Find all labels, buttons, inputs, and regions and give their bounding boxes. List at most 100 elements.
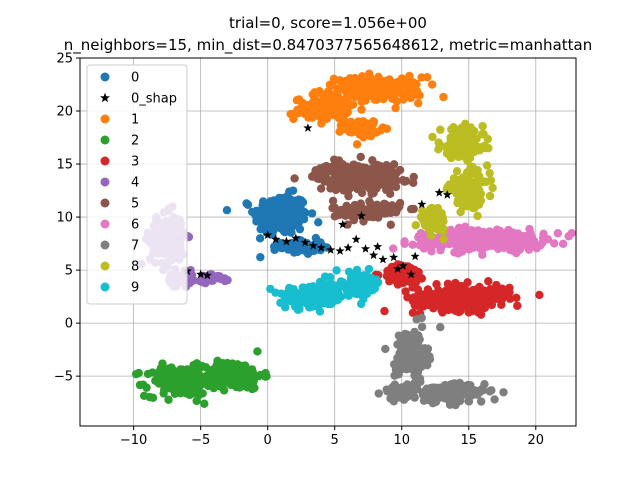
series-7 [374,313,508,410]
scatter-point [512,248,521,258]
legend-label: 5 [131,197,139,212]
scatter-point [490,395,499,404]
scatter-point [410,327,419,337]
scatter-point [384,203,393,213]
scatter-point [176,376,185,385]
scatter-point [463,278,472,287]
scatter-point [387,167,397,176]
legend-label: 3 [131,155,139,170]
scatter-point [228,359,237,368]
scatter-point [492,225,502,234]
scatter-point [331,185,341,195]
scatter-point [543,235,553,244]
scatter-star-point [356,211,367,220]
scatter-point [454,182,463,192]
series-8 [411,119,497,244]
scatter-point [403,87,412,96]
y-tick-label: 5 [65,264,73,279]
scatter-point [143,369,153,379]
scatter-point [478,250,487,259]
scatter-point [468,162,477,172]
legend-item: 2 [100,134,139,149]
scatter-point [317,96,327,105]
scatter-point [478,121,487,131]
scatter-point [488,183,497,193]
scatter-point [337,282,346,291]
legend-item: 3 [100,155,139,170]
scatter-point [210,365,219,374]
scatter-point [314,170,324,179]
scatter-point [401,287,410,296]
scatter-point [411,221,420,230]
scatter-point [318,296,328,306]
scatter-point [138,380,148,389]
scatter-point [399,95,408,104]
scatter-point [474,200,484,209]
scatter-point [364,170,373,179]
scatter-point [340,123,350,132]
scatter-point [365,196,374,206]
scatter-point [434,138,443,147]
scatter-point [416,377,425,386]
y-tick-label: 10 [56,211,73,226]
scatter-point [409,357,418,367]
y-tick-label: 20 [56,105,73,120]
scatter-point [535,290,544,300]
scatter-point [336,106,345,116]
legend-box [86,64,188,305]
scatter-point [456,287,465,296]
scatter-point [512,293,521,302]
scatter-point [522,233,531,243]
scatter-point [298,213,307,222]
scatter-point [371,91,380,100]
scatter-point [343,220,352,229]
scatter-star-point [326,245,336,254]
scatter-point [412,315,421,324]
scatter-point [473,390,482,399]
scatter-point [509,237,518,246]
legend-marker [100,261,110,271]
scatter-point [387,82,396,91]
scatter-point [550,239,559,248]
scatter-point [424,211,434,221]
scatter-point [346,117,356,127]
scatter-point [452,189,461,198]
scatter-point [374,213,383,222]
scatter-point [505,294,515,303]
scatter-point [266,215,276,225]
scatter-point [332,266,341,275]
scatter-point [390,92,399,102]
scatter-point [428,132,437,142]
scatter-point [227,367,236,377]
scatter-point [427,247,436,256]
scatter-point [365,72,375,82]
scatter-point [452,166,462,176]
x-tick-label: 0 [264,433,272,448]
scatter-point [233,369,243,378]
scatter-point [256,224,265,234]
series-9 [266,264,383,316]
scatter-point [277,193,287,203]
scatter-point [191,372,200,382]
scatter-point [410,300,419,310]
scatter-point [340,86,350,95]
scatter-point [423,72,432,82]
scatter-point [410,371,419,380]
scatter-point [536,241,545,250]
scatter-star-point [316,243,326,252]
scatter-star-point [410,251,420,261]
scatter-point [459,125,468,135]
scatter-point [360,280,370,289]
scatter-star-point [308,240,318,250]
scatter-point [454,223,464,232]
scatter-point [464,229,473,239]
scatter-point [371,201,381,210]
scatter-point [148,393,158,402]
scatter-point [444,390,454,400]
legend-label: 4 [131,176,139,191]
scatter-point [334,161,343,170]
scatter-point [444,303,453,312]
chart-title: trial=0, score=1.056e+00 [229,14,427,32]
scatter-point [412,87,422,96]
legend-item: 8 [100,260,139,275]
